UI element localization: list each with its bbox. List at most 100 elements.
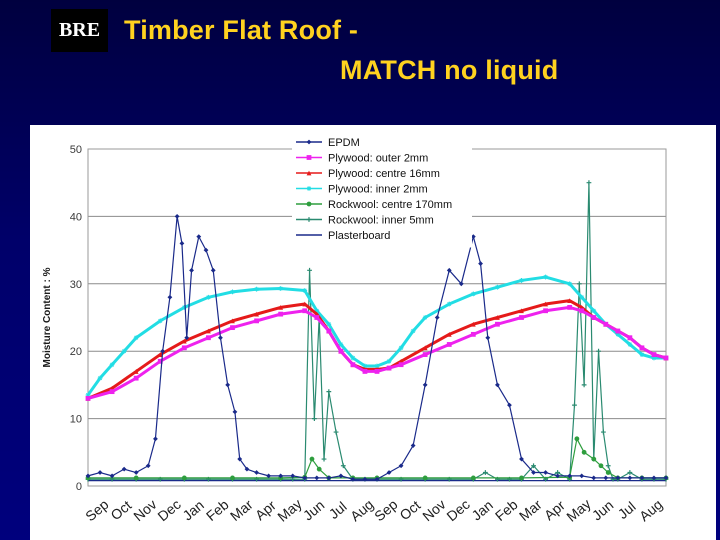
data-point-plywood-outer-2mm [181,345,187,351]
data-point-rockwool-centre-170mm [230,475,235,481]
data-point-plywood-centre-16mm [181,338,187,344]
data-point-epdm [167,294,173,300]
data-point-plywood-inner-2mm [422,315,428,320]
data-point-plywood-inner-2mm [230,289,235,295]
data-point-epdm [121,466,127,472]
legend-marker-plywood-inner-2mm [306,186,312,191]
data-point-epdm [184,335,190,341]
data-point-rockwool-inner-5mm [576,281,582,287]
data-point-rockwool-inner-5mm [531,463,536,469]
data-point-plywood-inner-2mm [97,375,103,381]
data-point-plywood-outer-2mm [422,352,428,357]
x-tick-label-jul: Jul [615,498,639,522]
x-tick-label-apr: Apr [541,497,568,523]
data-point-rockwool-centre-170mm [316,466,322,472]
data-point-plywood-inner-2mm [639,352,645,357]
data-point-rockwool-inner-5mm [605,463,611,469]
data-point-plywood-outer-2mm [567,304,573,310]
data-point-epdm [519,456,524,462]
data-point-plywood-outer-2mm [350,362,356,368]
x-tick-label-jan: Jan [468,497,496,524]
legend-marker-rockwool-centre-170mm [306,201,312,207]
data-point-epdm [627,475,633,481]
y-tick-label: 40 [70,211,82,223]
data-point-epdm [446,267,452,273]
data-point-epdm [97,470,103,475]
data-point-plywood-inner-2mm [109,362,115,368]
data-point-plywood-centre-16mm [495,315,500,320]
data-point-plywood-inner-2mm [567,281,573,287]
data-point-epdm [350,476,356,482]
legend-marker-epdm [306,139,312,145]
data-point-epdm [410,443,416,448]
legend-label-plywood-centre-16mm: Plywood: centre 16mm [328,168,440,180]
data-point-plywood-outer-2mm [109,389,115,395]
data-point-plywood-outer-2mm [663,355,669,361]
data-point-epdm [651,475,657,481]
data-point-rockwool-centre-170mm [181,475,187,481]
data-point-plywood-inner-2mm [386,358,392,364]
data-point-epdm [244,466,250,472]
data-point-epdm [591,475,597,481]
data-point-epdm [196,234,202,240]
data-point-epdm [398,463,404,469]
data-point-plywood-inner-2mm [206,294,211,300]
slide-title-line1: Timber Flat Roof - [124,15,359,45]
data-point-epdm [174,214,180,219]
data-point-epdm [254,470,259,475]
legend-label-plywood-inner-2mm: Plywood: inner 2mm [328,184,428,196]
legend-label-rockwool-centre-170mm: Rockwool: centre 170mm [328,199,452,211]
data-point-epdm [579,473,585,479]
data-point-epdm [189,267,194,273]
data-point-epdm [237,456,243,462]
data-point-plywood-outer-2mm [314,315,320,320]
data-point-epdm [290,473,296,479]
data-point-epdm [302,475,308,481]
data-point-epdm [663,475,669,481]
data-point-epdm [338,473,344,479]
data-point-epdm [225,382,231,388]
data-point-rockwool-inner-5mm [307,267,312,273]
data-point-rockwool-inner-5mm [627,470,633,475]
data-point-epdm [507,402,512,408]
data-point-plywood-outer-2mm [627,335,633,341]
data-point-plywood-outer-2mm [254,318,259,324]
data-point-plywood-outer-2mm [398,362,404,368]
data-point-plywood-inner-2mm [254,286,259,292]
data-point-plywood-inner-2mm [302,288,308,293]
data-point-plywood-outer-2mm [603,321,609,327]
x-tick-label-oct: Oct [107,497,134,523]
legend: EPDM Plywood: outer 2mm Plywood: centre 16… [292,133,472,248]
x-tick-label-apr: Apr [252,497,279,523]
data-point-rockwool-inner-5mm [572,402,577,408]
x-tick-label-jul: Jul [326,498,350,522]
data-point-plywood-outer-2mm [206,335,211,341]
data-point-rockwool-inner-5mm [586,180,592,186]
data-point-plywood-outer-2mm [579,308,585,314]
data-point-epdm [210,267,216,273]
data-point-epdm [555,473,561,479]
data-point-plywood-inner-2mm [350,355,356,361]
data-point-plywood-inner-2mm [519,278,524,283]
data-point-epdm [603,475,609,481]
data-point-plywood-outer-2mm [519,315,524,320]
data-point-epdm [422,382,428,388]
data-point-plywood-inner-2mm [446,301,452,307]
data-point-plywood-outer-2mm [302,308,308,314]
series-line-plywood-outer-2mm [87,305,667,400]
data-point-epdm [314,475,320,481]
data-point-rockwool-centre-170mm [470,475,476,481]
data-point-rockwool-centre-170mm [133,475,139,481]
data-point-plywood-outer-2mm [278,311,284,317]
data-point-epdm [639,475,645,481]
data-point-plywood-centre-16mm [470,321,476,327]
data-point-epdm [362,476,368,482]
data-point-rockwool-inner-5mm [326,389,332,395]
data-point-rockwool-centre-170mm [422,475,428,481]
data-point-plywood-inner-2mm [627,342,633,347]
data-point-plywood-outer-2mm [386,365,392,371]
data-point-epdm [145,463,151,469]
data-point-epdm [326,475,332,481]
data-point-plywood-inner-2mm [362,363,368,369]
data-point-plywood-inner-2mm [157,318,163,324]
